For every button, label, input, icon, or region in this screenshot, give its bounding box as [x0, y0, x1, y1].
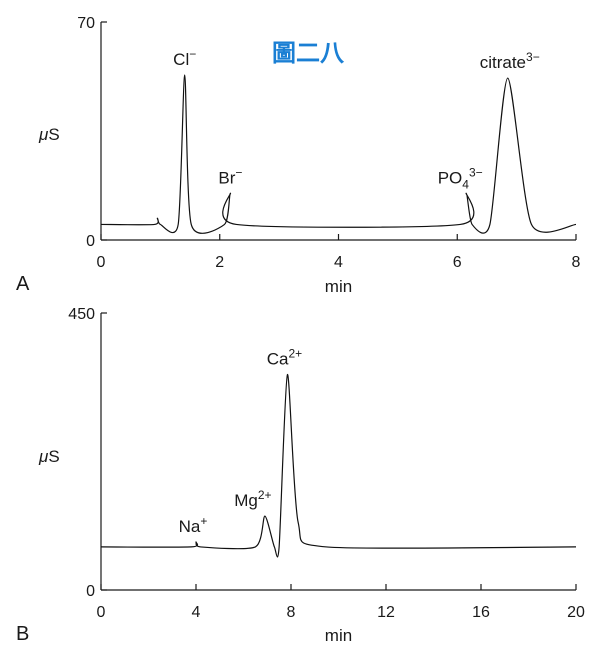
panel-a-trace [100, 74, 577, 234]
peak-label-ca: Ca2+ [267, 347, 302, 369]
panel-a-x-tick-label: 0 [97, 254, 106, 271]
panel-b-x-tick-label: 0 [97, 604, 106, 621]
peak-label-cl: Cl− [173, 47, 196, 69]
panel-b-x-axis-label: min [325, 626, 352, 645]
panel-a-x-tick-label: 6 [453, 254, 462, 271]
panel-a-x-tick-label: 8 [572, 254, 581, 271]
panel-b-y-axis-label: μS [38, 447, 60, 466]
panel-a-chart: 0 2 4 6 8 0 70 min μS A Cl− Br− PO43− citrate3− [16, 15, 581, 296]
panel-a-y-tick-label: 70 [77, 15, 95, 32]
peak-label-br: Br− [218, 165, 242, 187]
panel-b-y-tick-label: 450 [68, 306, 95, 323]
panel-b-label: B [16, 623, 29, 645]
panel-a-x-tick-label: 4 [334, 254, 343, 271]
peak-label-po: PO43− [438, 165, 483, 191]
panel-a-x-axis-label: min [325, 277, 352, 296]
panel-a-y-tick-label: 0 [86, 233, 95, 250]
panel-b-x-tick-label: 16 [472, 604, 490, 621]
watermark-text: 圖二八 [272, 39, 345, 67]
panel-a-x-tick-label: 2 [215, 254, 224, 271]
panel-b-x-tick-label: 8 [287, 604, 296, 621]
panel-a-label: A [16, 273, 30, 295]
panel-a-y-axis-label: μS [38, 125, 60, 144]
peak-label-na: Na+ [179, 514, 208, 536]
peak-label-mg: Mg2+ [234, 488, 271, 510]
panel-b-x-tick-label: 4 [192, 604, 201, 621]
peak-label-citrate: citrate3− [480, 50, 540, 72]
panel-b-chart: 0 4 8 12 16 20 0 450 min μS B Na+ Mg2+ Ca2+ [16, 306, 585, 645]
panel-b-trace [100, 373, 577, 558]
panel-b-y-tick-label: 0 [86, 583, 95, 600]
panel-b-x-tick-label: 20 [567, 604, 585, 621]
panel-b-x-tick-label: 12 [377, 604, 395, 621]
